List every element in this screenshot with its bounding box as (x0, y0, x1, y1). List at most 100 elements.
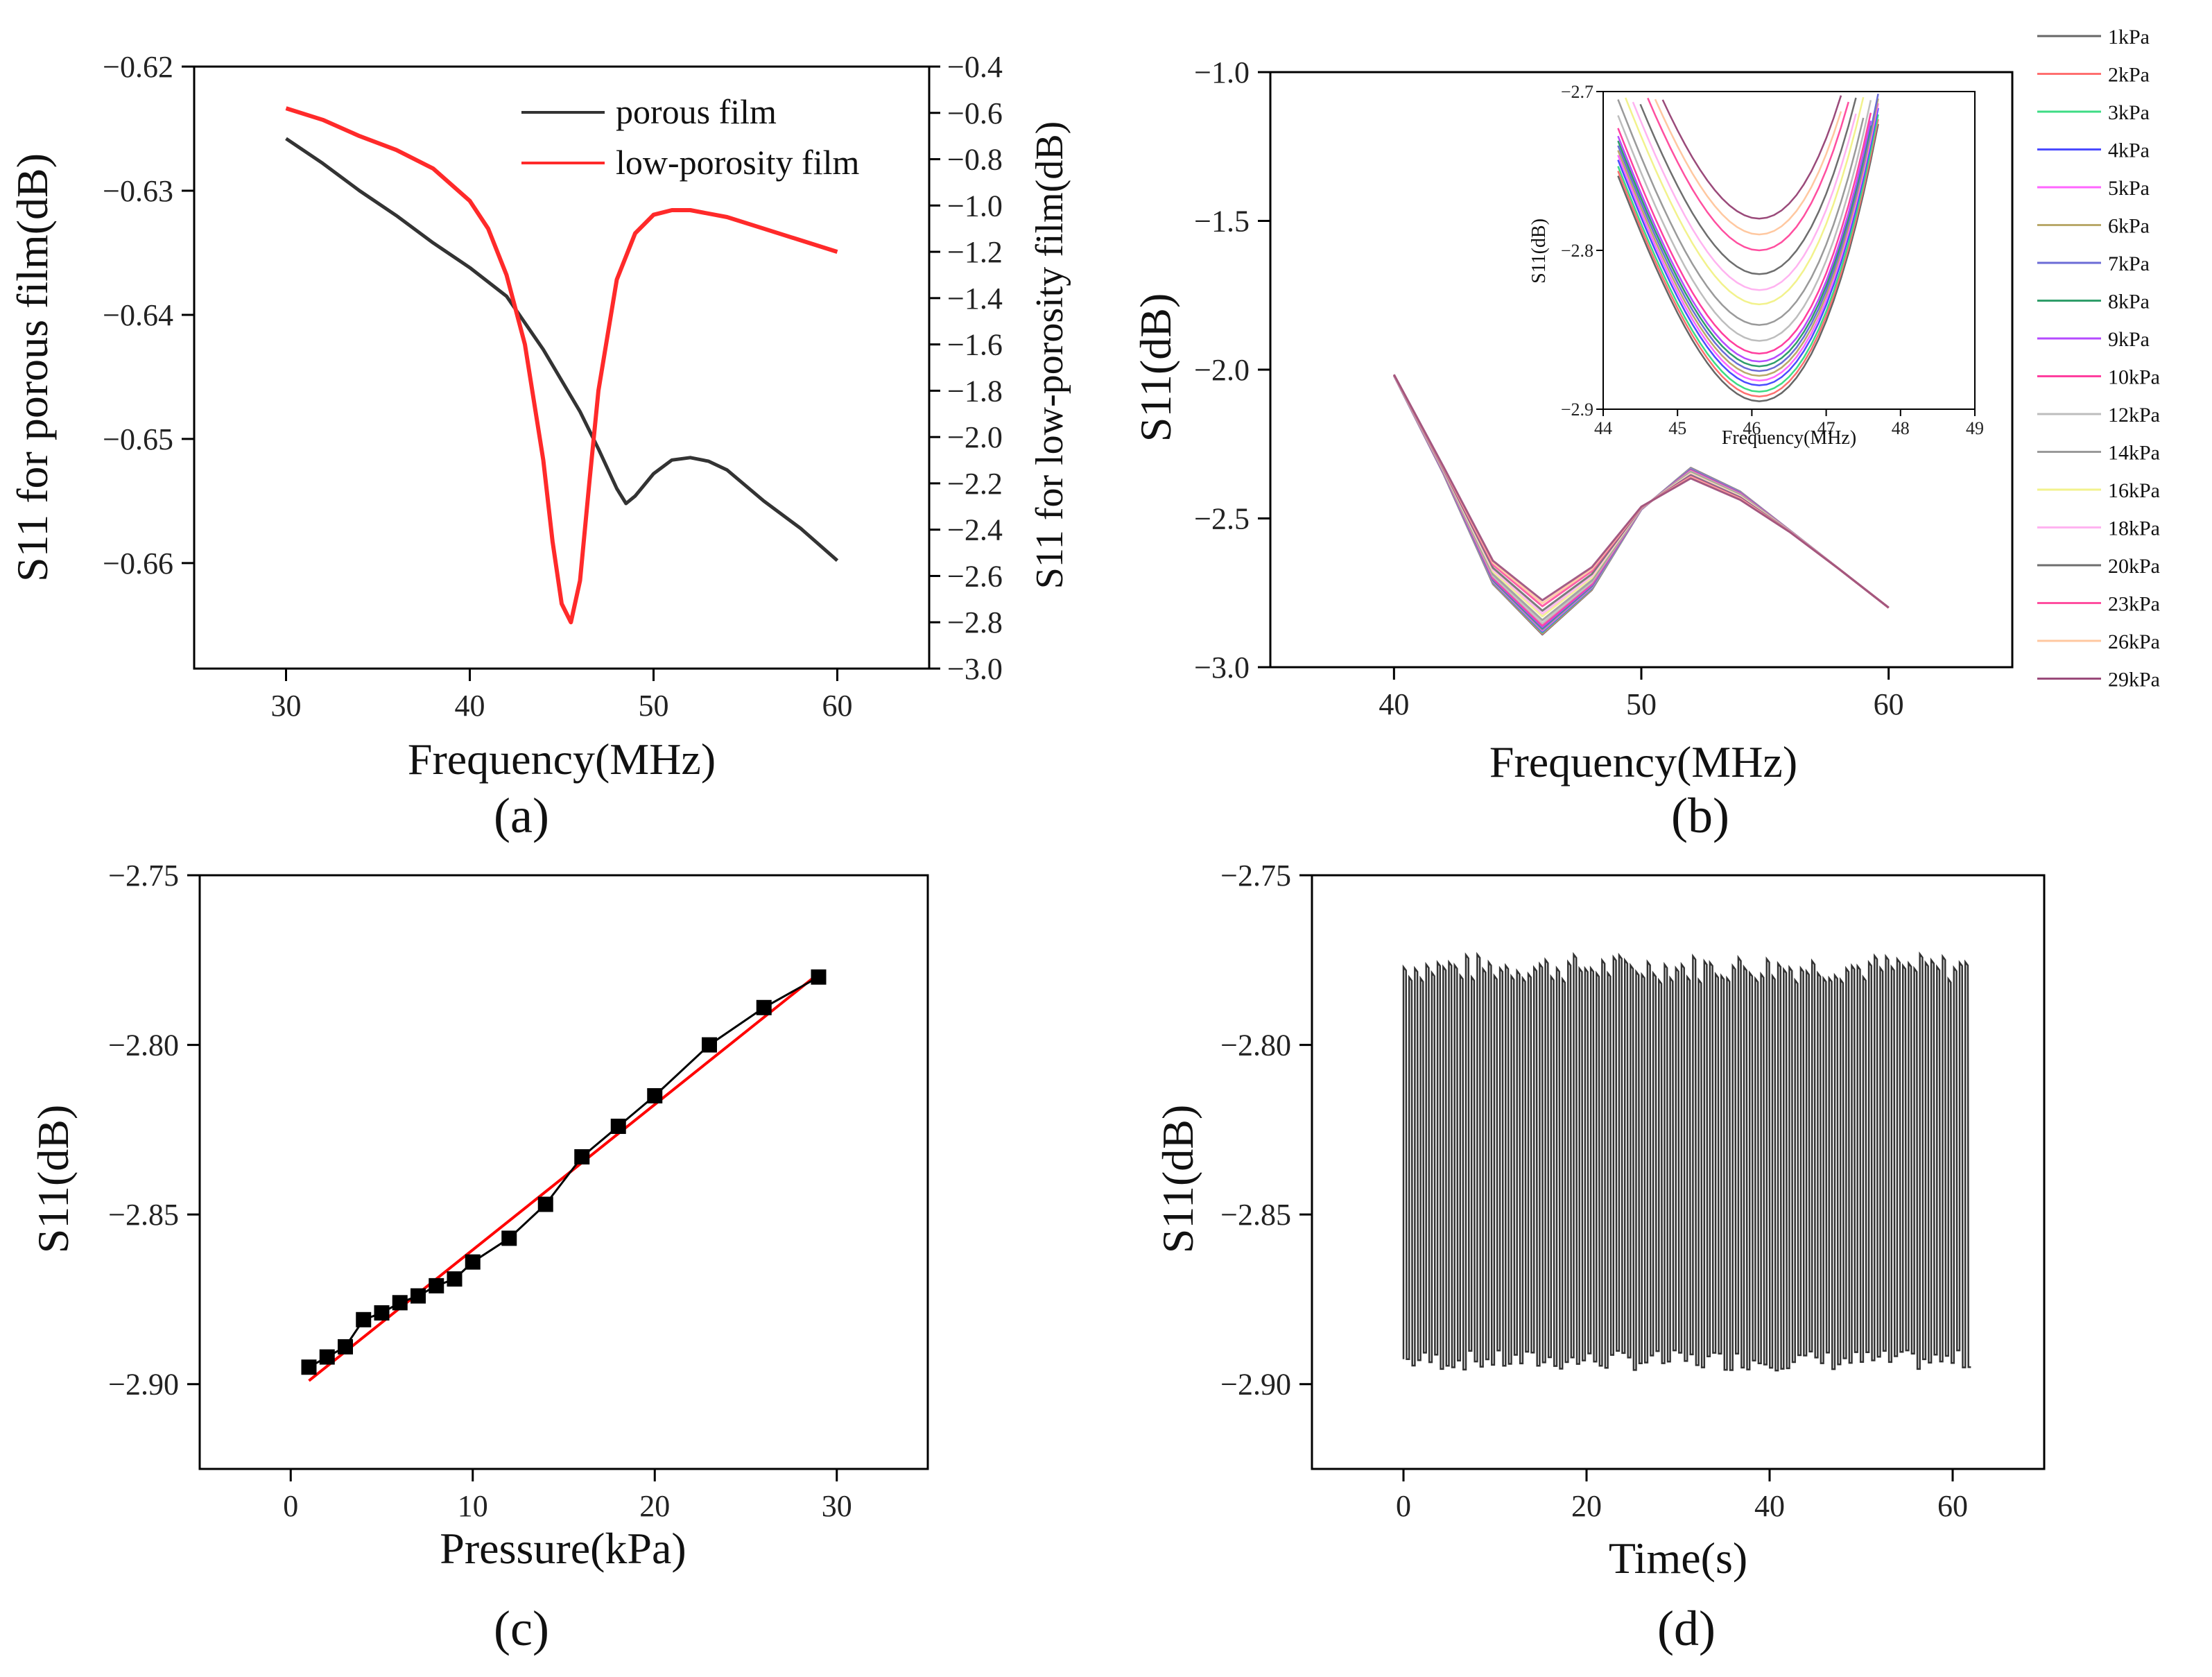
legend-label-b: 9kPa (2108, 328, 2150, 351)
legend-label-b: 14kPa (2108, 442, 2160, 465)
y-axis-label-right-a: S11 for low-porosity film(dB) (1028, 121, 1071, 590)
caption-d: (d) (1657, 1601, 1716, 1656)
y-tick-label-c: −2.75 (108, 859, 179, 893)
series-b (1392, 374, 1890, 636)
x-tick-label-d: 20 (1571, 1489, 1602, 1523)
data-point-c (702, 1037, 717, 1053)
signal-trace-d (1402, 951, 1971, 1372)
inset-y-label-b: S11(dB) (1528, 218, 1550, 284)
x-tick-label-d: 40 (1754, 1489, 1785, 1523)
y-tick-label-b: −2.0 (1194, 353, 1250, 387)
plot-frame-d (1311, 874, 2046, 1470)
series-line-b-17 (1392, 374, 1890, 609)
data-point-c (756, 999, 772, 1015)
y-tick-label-a: −0.63 (103, 174, 173, 208)
inset-y-tick-label-b: −2.7 (1561, 82, 1593, 102)
inset-series-line-b-12 (1625, 96, 1865, 306)
inset-y-tick-label-b: −2.9 (1561, 399, 1593, 420)
y-tick-label-b: −2.5 (1194, 502, 1250, 536)
inset-b: 44 45 46 47 48 49−2.7−2.8−2.9 Frequency(MHz) … (1528, 82, 1984, 449)
y-tick-label-c: −2.85 (108, 1198, 179, 1232)
y-tick-label-d: −2.85 (1220, 1198, 1291, 1232)
inset-y-tick-label-b: −2.8 (1561, 241, 1593, 261)
y-tick-label-a: −0.66 (103, 547, 173, 580)
y-right-tick-label-a: −0.8 (947, 143, 1003, 177)
data-point-c (574, 1149, 590, 1164)
inset-series-line-b-16 (1654, 98, 1842, 236)
panel-d: 0 20 40 60 −2.75 −2.80 −2.85 −2.90 Time(s) S11… (1153, 859, 2046, 1656)
legend-label-b: 7kPa (2108, 252, 2150, 275)
data-point-c (319, 1349, 335, 1365)
inset-series-line-b-15 (1647, 97, 1849, 252)
legend-label-b: 10kPa (2108, 366, 2160, 389)
legend-label-b: 3kPa (2108, 101, 2150, 124)
legend-label-b: 23kPa (2108, 593, 2160, 616)
y-tick-label-d: −2.75 (1220, 859, 1291, 893)
x-tick-label-c: 20 (639, 1489, 670, 1523)
data-point-c (301, 1359, 317, 1375)
legend-label-b: 8kPa (2108, 291, 2150, 313)
inset-series-line-b-4 (1617, 103, 1879, 382)
x-axis-label-a: Frequency(MHz) (408, 734, 716, 784)
y-tick-label-c: −2.90 (108, 1368, 179, 1402)
y-ticks-b: −1.0 −1.5 −2.0 −2.5 −3.0 (1194, 55, 1270, 685)
y-tick-label-d: −2.90 (1220, 1368, 1291, 1402)
x-axis-label-b: Frequency(MHz) (1489, 737, 1797, 786)
y-right-tick-label-a: −0.6 (947, 96, 1003, 130)
y-tick-label-b: −1.0 (1194, 55, 1250, 89)
y-tick-label-d: −2.80 (1220, 1029, 1291, 1063)
inset-series-line-b-3 (1617, 108, 1879, 386)
x-tick-label-d: 0 (1396, 1489, 1411, 1523)
legend-label-b: 4kPa (2108, 139, 2150, 162)
panel-c: 0 10 20 30 −2.75 −2.80 −2.85 −2.90 Pressure(kP… (28, 859, 929, 1656)
inset-series-line-b-8 (1617, 120, 1872, 363)
legend-label-b: 26kPa (2108, 630, 2160, 653)
inset-ticks-b: 44 45 46 47 48 49 −2.7 −2.8 −2.9 (1561, 82, 1984, 438)
x-axis-label-d: Time(s) (1609, 1533, 1747, 1583)
inset-series-line-b-10 (1617, 100, 1872, 342)
legend-label-b: 29kPa (2108, 669, 2160, 691)
x-tick-label-b: 40 (1379, 687, 1409, 721)
inset-series-line-b-0 (1617, 123, 1879, 402)
y-right-tick-label-a: −2.4 (947, 513, 1003, 547)
inset-series-line-b-5 (1617, 98, 1879, 377)
series-line-a-0 (285, 137, 839, 562)
inset-x-tick-label-b: 46 (1743, 418, 1761, 438)
data-point-c (447, 1271, 463, 1287)
legend-label-b: 16kPa (2108, 479, 2160, 502)
legend-label-b: 5kPa (2108, 177, 2150, 200)
y-right-tick-label-a: −1.6 (947, 328, 1003, 362)
legend-a: porous film low-porosity film (521, 92, 859, 182)
x-ticks-d: 0 20 40 60 (1396, 1469, 1968, 1523)
y-tick-label-c: −2.80 (108, 1029, 179, 1063)
x-ticks-c: 0 10 20 30 (283, 1469, 852, 1523)
inset-series-line-b-7 (1617, 125, 1872, 368)
panel-b: 40 50 60 −1.0 −1.5 −2.0 −2.5 −3.0 44 45 46 47 48 49… (1131, 26, 2160, 843)
data-point-c (465, 1254, 481, 1270)
inset-series-line-b-14 (1639, 97, 1857, 275)
y-right-tick-label-a: −3.0 (947, 652, 1003, 686)
x-axis-label-c: Pressure(kPa) (440, 1524, 686, 1573)
series-line-a-1 (285, 106, 838, 625)
x-tick-label-a: 60 (822, 689, 853, 723)
legend-label-b: 6kPa (2108, 215, 2150, 238)
y-axis-label-a: S11 for porous film(dB) (8, 153, 57, 582)
inset-x-label-b: Frequency(MHz) (1722, 427, 1856, 449)
x-tick-label-c: 30 (822, 1489, 852, 1523)
data-point-c (537, 1196, 553, 1212)
legend-label-b: 12kPa (2108, 404, 2160, 427)
data-point-c (392, 1295, 408, 1311)
legend-label-b: 18kPa (2108, 517, 2160, 540)
x-tick-label-b: 50 (1626, 687, 1657, 721)
legend-label-b: 2kPa (2108, 64, 2150, 87)
inset-x-tick-label-b: 47 (1817, 418, 1835, 438)
inset-series-line-b-11 (1617, 99, 1865, 326)
y-tick-label-a: −0.64 (103, 298, 173, 332)
inset-series-line-b-6 (1617, 93, 1879, 372)
x-tick-label-a: 30 (271, 689, 302, 723)
y-right-tick-label-a: −1.0 (947, 189, 1003, 223)
series-c (301, 969, 827, 1382)
fit-line-c (308, 972, 820, 1382)
y-right-tick-label-a: −2.8 (947, 605, 1003, 639)
